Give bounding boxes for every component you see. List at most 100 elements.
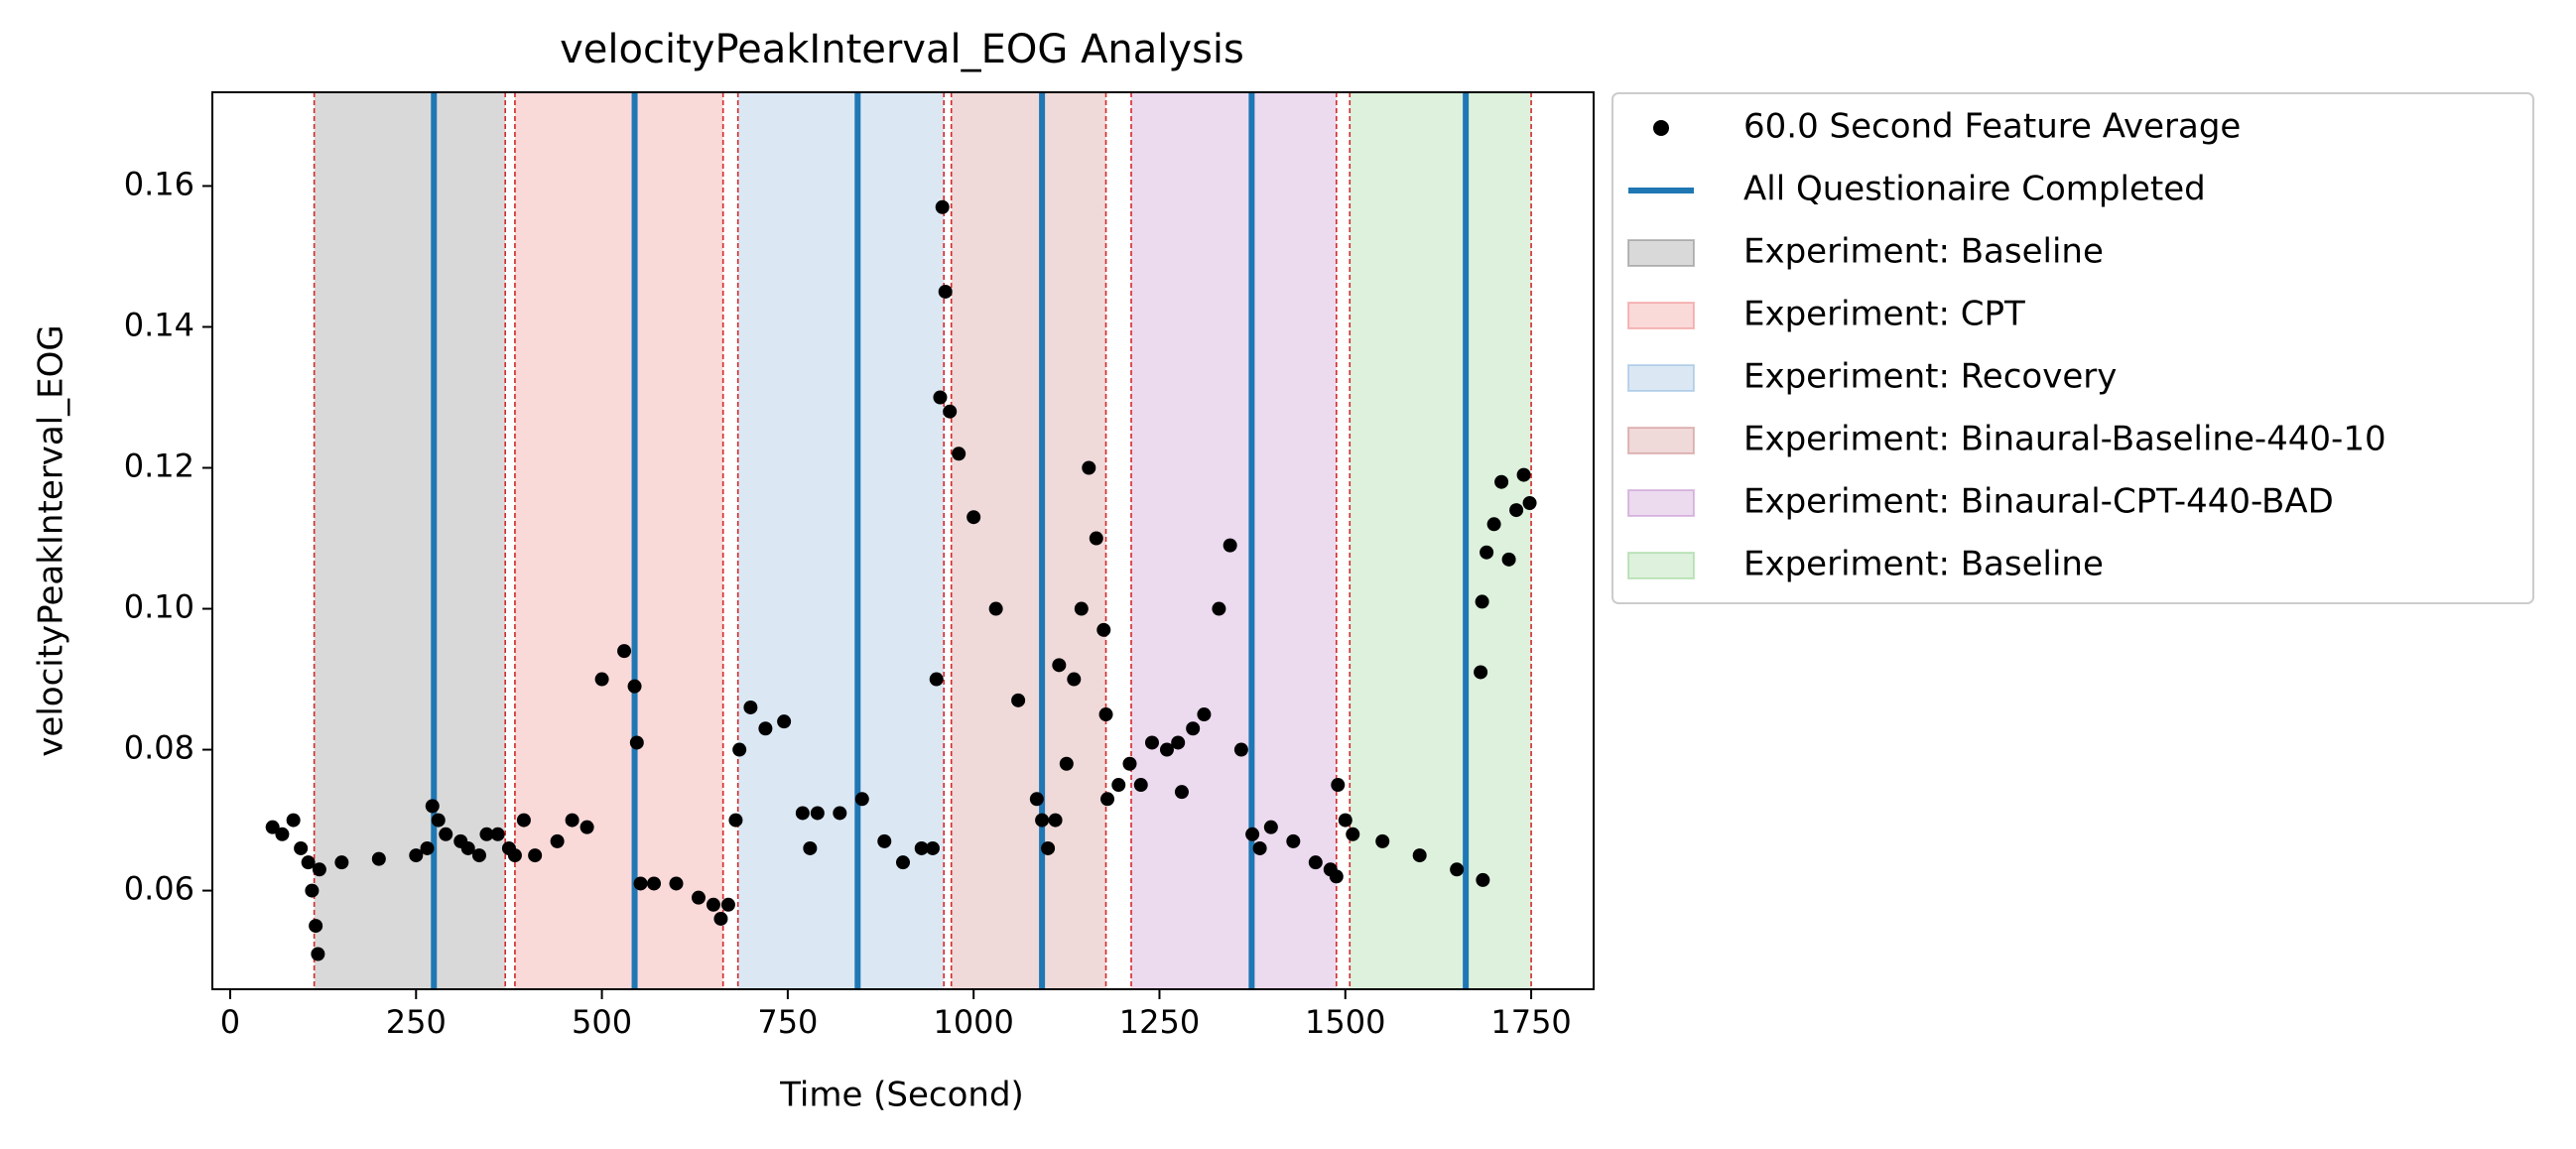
- legend-label: Experiment: Binaural-Baseline-440-10: [1743, 420, 2386, 459]
- data-point: [795, 806, 810, 821]
- data-point: [1133, 778, 1148, 793]
- data-point: [629, 735, 644, 750]
- data-point: [854, 792, 869, 807]
- data-point: [1474, 665, 1488, 680]
- data-point: [1100, 792, 1115, 807]
- x-tick-label: 1500: [1305, 1003, 1385, 1041]
- data-point: [1029, 792, 1044, 807]
- legend-label: Experiment: CPT: [1743, 295, 2025, 334]
- data-point: [706, 897, 720, 912]
- legend-label: Experiment: Binaural-CPT-440-BAD: [1743, 482, 2334, 522]
- legend-marker: [1627, 239, 1695, 267]
- y-tick-label: 0.12: [124, 447, 194, 485]
- data-point: [627, 679, 642, 694]
- data-point: [516, 813, 531, 828]
- data-point: [1308, 855, 1323, 870]
- data-point: [952, 447, 966, 461]
- data-point: [732, 742, 747, 757]
- data-point: [1245, 827, 1260, 841]
- data-point: [286, 813, 301, 828]
- data-point: [1041, 840, 1056, 855]
- data-point: [1501, 552, 1516, 567]
- data-point: [1329, 869, 1344, 884]
- data-point: [275, 827, 290, 841]
- data-point: [1212, 601, 1226, 616]
- region: [737, 92, 945, 989]
- legend-label: 60.0 Second Feature Average: [1743, 107, 2241, 147]
- data-point: [713, 911, 728, 926]
- data-point: [1098, 707, 1113, 722]
- data-point: [617, 644, 632, 659]
- x-tick-label: 250: [386, 1003, 447, 1041]
- data-point: [1412, 848, 1427, 863]
- data-point: [1089, 531, 1103, 546]
- data-point: [896, 855, 910, 870]
- data-point: [1494, 474, 1509, 489]
- data-point: [1286, 833, 1301, 848]
- data-point: [633, 876, 648, 891]
- data-point: [1252, 840, 1267, 855]
- data-point: [309, 919, 323, 934]
- chart-title: velocityPeakInterval_EOG Analysis: [560, 27, 1244, 72]
- data-point: [933, 390, 948, 405]
- region: [514, 92, 723, 989]
- y-tick-label: 0.06: [124, 870, 194, 908]
- data-point: [1516, 467, 1531, 482]
- data-point: [728, 813, 743, 828]
- data-point: [1111, 778, 1126, 793]
- data-point: [1059, 756, 1074, 771]
- data-point: [1144, 735, 1159, 750]
- data-point: [265, 820, 280, 834]
- data-point: [777, 714, 792, 729]
- x-tick-label: 750: [757, 1003, 818, 1041]
- legend-label: All Questionaire Completed: [1743, 170, 2206, 209]
- data-point: [594, 672, 609, 687]
- x-tick-label: 1000: [933, 1003, 1013, 1041]
- data-point: [1186, 721, 1201, 736]
- data-point: [528, 848, 543, 863]
- data-point: [1011, 693, 1026, 707]
- region: [1350, 92, 1532, 989]
- data-point: [371, 851, 386, 866]
- data-point: [669, 876, 684, 891]
- data-point: [1048, 813, 1063, 828]
- data-point: [425, 799, 440, 814]
- legend-marker: [1627, 364, 1695, 392]
- data-point: [810, 806, 825, 821]
- y-tick-label: 0.14: [124, 306, 194, 343]
- data-point: [471, 848, 486, 863]
- y-axis-label: velocityPeakInterval_EOG: [32, 324, 71, 756]
- data-point: [1174, 785, 1189, 800]
- data-point: [1375, 833, 1390, 848]
- data-point: [647, 876, 662, 891]
- data-point: [691, 890, 706, 905]
- data-point: [439, 827, 453, 841]
- data-point: [294, 840, 309, 855]
- plot-frame: [211, 91, 1595, 990]
- data-point: [409, 848, 424, 863]
- legend-marker: [1627, 427, 1695, 454]
- data-point: [877, 833, 892, 848]
- data-point: [1052, 658, 1067, 673]
- data-point: [1035, 813, 1050, 828]
- data-point: [1480, 545, 1494, 560]
- data-point: [833, 806, 847, 821]
- data-point: [305, 883, 320, 898]
- data-point: [1476, 872, 1490, 887]
- data-point: [1475, 594, 1489, 609]
- data-point: [420, 840, 435, 855]
- y-tick-label: 0.08: [124, 729, 194, 767]
- data-point: [1331, 778, 1346, 793]
- legend-marker: [1627, 489, 1695, 517]
- data-point: [479, 827, 494, 841]
- y-tick-label: 0.16: [124, 165, 194, 202]
- data-point: [1346, 827, 1360, 841]
- data-point: [1159, 742, 1174, 757]
- data-point: [580, 820, 594, 834]
- data-point: [914, 840, 929, 855]
- data-point: [1450, 862, 1465, 877]
- data-point: [507, 848, 522, 863]
- data-point: [1233, 742, 1248, 757]
- data-point: [966, 510, 981, 525]
